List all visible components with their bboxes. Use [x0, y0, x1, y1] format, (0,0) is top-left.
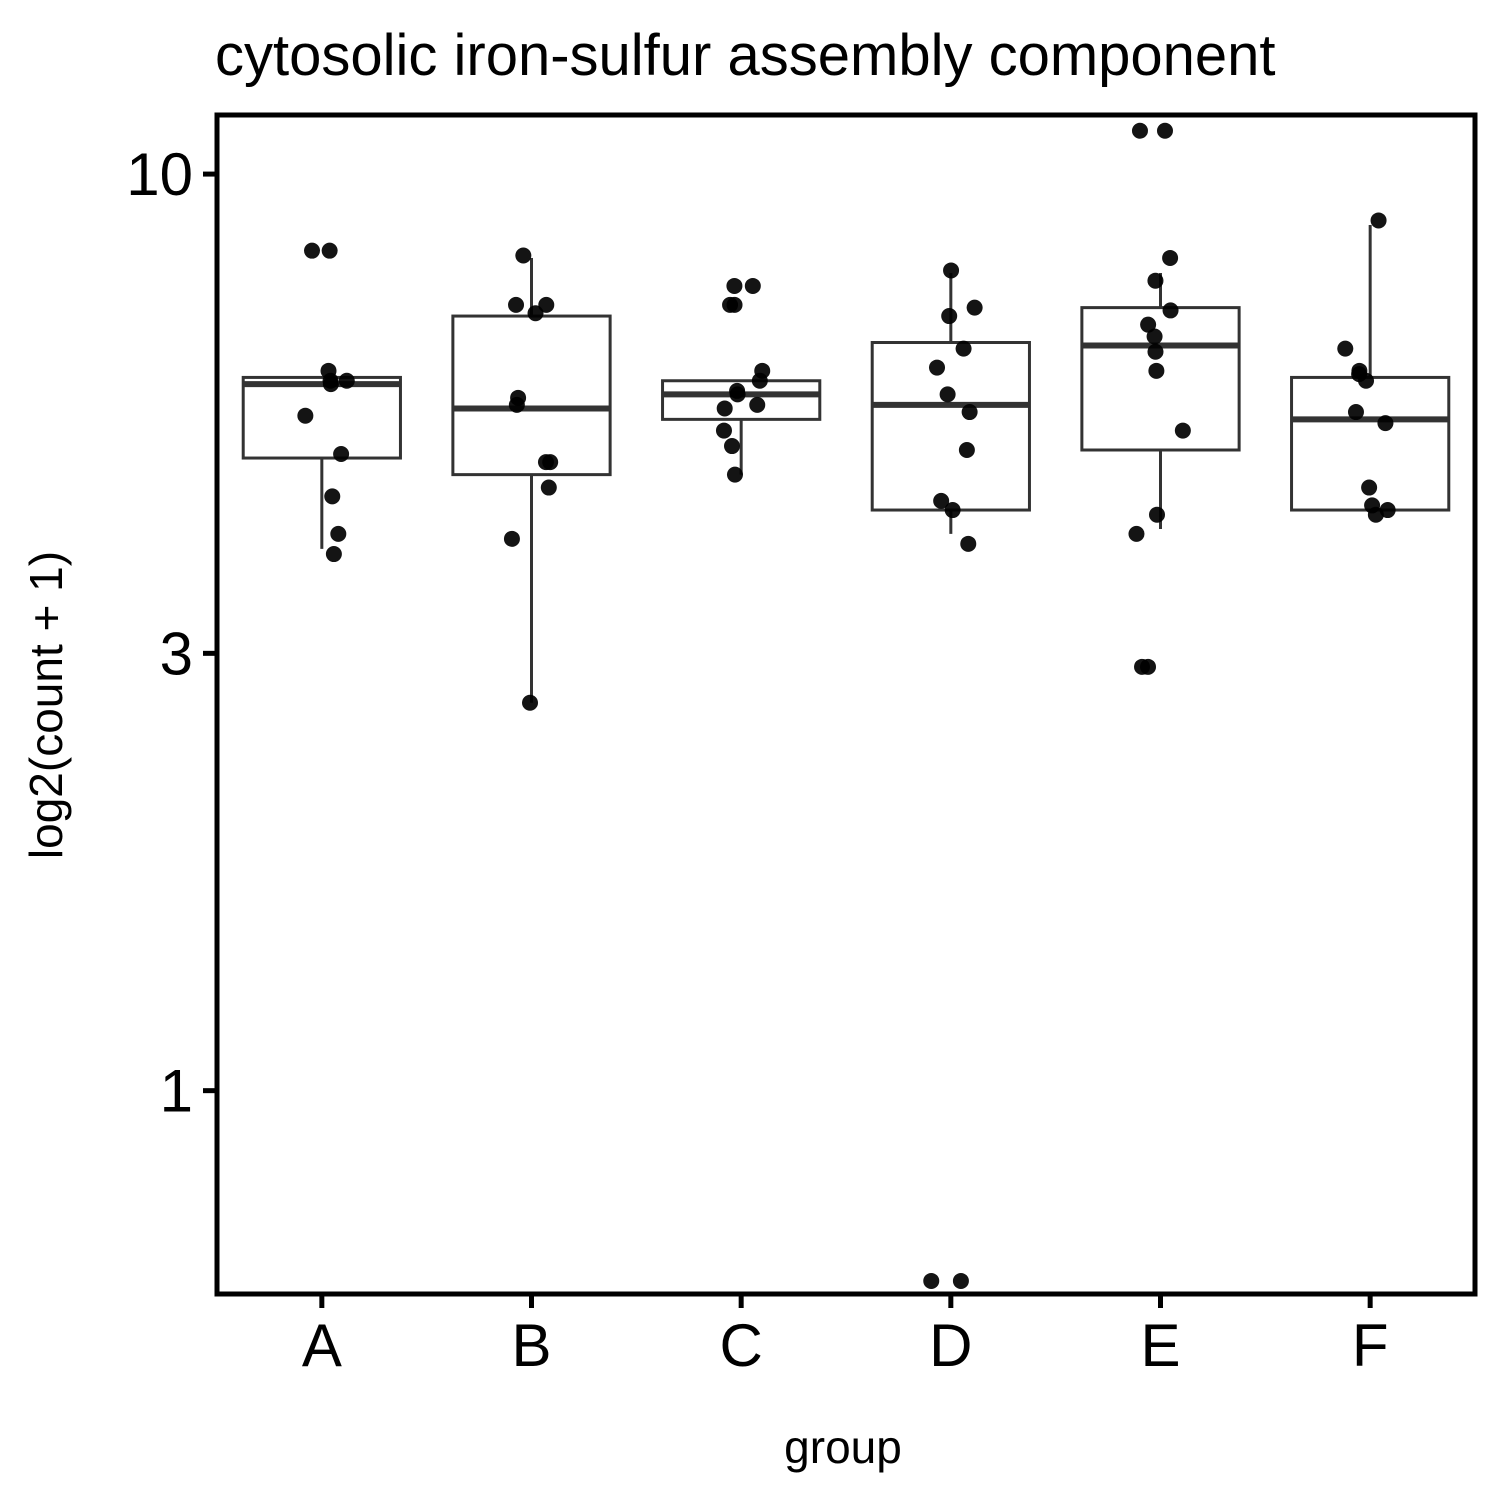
iqr-box-C: [661, 379, 822, 421]
data-point-E-1: [1131, 122, 1148, 139]
data-point-F-1: [1337, 340, 1354, 357]
data-point-D-6: [961, 404, 978, 421]
iqr-box-B: [451, 314, 612, 477]
points-A: [297, 242, 355, 563]
data-point-B-1: [538, 296, 555, 313]
data-point-E-6: [1146, 328, 1163, 345]
y-tick-label-10: 10: [126, 141, 193, 208]
data-point-D-12: [923, 1272, 940, 1289]
data-point-B-8: [540, 479, 557, 496]
data-point-F-10: [1367, 506, 1384, 523]
data-point-D-3: [955, 340, 972, 357]
data-point-A-8: [324, 488, 341, 505]
x-tick-label-A: A: [302, 1312, 342, 1379]
data-point-F-4: [1358, 372, 1375, 389]
data-point-A-10: [325, 546, 342, 563]
data-point-B-2: [508, 296, 525, 313]
data-point-A-9: [330, 525, 347, 542]
data-point-A-7: [333, 445, 350, 462]
data-point-A-3: [338, 372, 355, 389]
data-point-C-8: [749, 396, 766, 413]
data-point-A-1: [304, 242, 321, 259]
x-tick-label-D: D: [929, 1312, 972, 1379]
points-D: [923, 262, 983, 1289]
data-point-D-1: [966, 299, 983, 316]
data-point-E-10: [1149, 506, 1166, 523]
x-axis-title: group: [784, 1421, 902, 1473]
data-point-B-7: [542, 454, 559, 471]
x-tick-label-C: C: [719, 1312, 762, 1379]
data-point-C-3: [726, 296, 743, 313]
x-tick-label-B: B: [511, 1312, 551, 1379]
y-tick-label-1: 1: [160, 1058, 193, 1125]
data-point-A-5: [322, 372, 339, 389]
data-point-E-13: [1134, 658, 1151, 675]
data-point-A-0: [321, 242, 338, 259]
data-point-C-1: [726, 277, 743, 294]
data-point-C-10: [715, 422, 732, 439]
data-point-B-3: [527, 305, 544, 322]
box-F: [1290, 224, 1451, 512]
data-point-D-5: [939, 386, 956, 403]
chart-title: cytosolic iron-sulfur assembly component: [215, 23, 1276, 88]
data-point-D-7: [958, 441, 975, 458]
data-point-B-9: [503, 530, 520, 547]
data-point-E-2: [1162, 249, 1179, 266]
data-point-B-10: [522, 694, 539, 711]
box-B: [451, 257, 612, 703]
data-point-F-0: [1370, 212, 1387, 229]
data-point-D-11: [952, 1272, 969, 1289]
data-point-B-0: [515, 247, 532, 264]
data-point-F-5: [1347, 404, 1364, 421]
data-point-F-6: [1377, 415, 1394, 432]
box-E: [1080, 272, 1241, 529]
data-point-E-0: [1156, 122, 1173, 139]
data-point-C-5: [751, 372, 768, 389]
points-E: [1128, 122, 1191, 675]
data-point-E-5: [1140, 316, 1157, 333]
data-point-D-10: [960, 535, 977, 552]
data-point-E-11: [1128, 525, 1145, 542]
data-point-D-9: [944, 502, 961, 519]
data-point-E-7: [1147, 343, 1164, 360]
points-F: [1337, 212, 1396, 523]
x-tick-label-E: E: [1140, 1312, 1180, 1379]
data-point-E-4: [1162, 302, 1179, 319]
y-tick-label-3: 3: [160, 620, 193, 687]
box-C: [661, 379, 822, 475]
x-axis: A B C D E F: [302, 1294, 1389, 1379]
data-point-E-8: [1148, 362, 1165, 379]
box-A: [241, 375, 402, 549]
data-point-B-5: [508, 396, 525, 413]
plot-frame: [214, 112, 1478, 1297]
data-point-A-6: [297, 407, 314, 424]
data-point-D-8: [933, 492, 950, 509]
data-point-D-2: [941, 308, 958, 325]
data-point-D-0: [943, 262, 960, 279]
iqr-box-D: [870, 341, 1031, 512]
points-C: [715, 277, 771, 483]
data-point-C-0: [744, 277, 761, 294]
points-B: [503, 247, 559, 711]
data-point-C-11: [724, 438, 741, 455]
x-tick-label-F: F: [1352, 1312, 1389, 1379]
data-point-E-3: [1147, 272, 1164, 289]
data-point-C-9: [716, 400, 733, 417]
data-point-F-7: [1361, 479, 1378, 496]
y-axis-title: log2(count + 1): [20, 551, 72, 859]
iqr-box-A: [241, 375, 402, 460]
data-point-E-9: [1174, 422, 1191, 439]
data-point-C-12: [726, 466, 743, 483]
data-point-D-4: [929, 359, 946, 376]
plot-area: [241, 122, 1451, 1289]
y-axis: 1 3 10: [126, 141, 217, 1125]
iqr-box-E: [1080, 306, 1241, 452]
data-point-C-7: [729, 386, 746, 403]
